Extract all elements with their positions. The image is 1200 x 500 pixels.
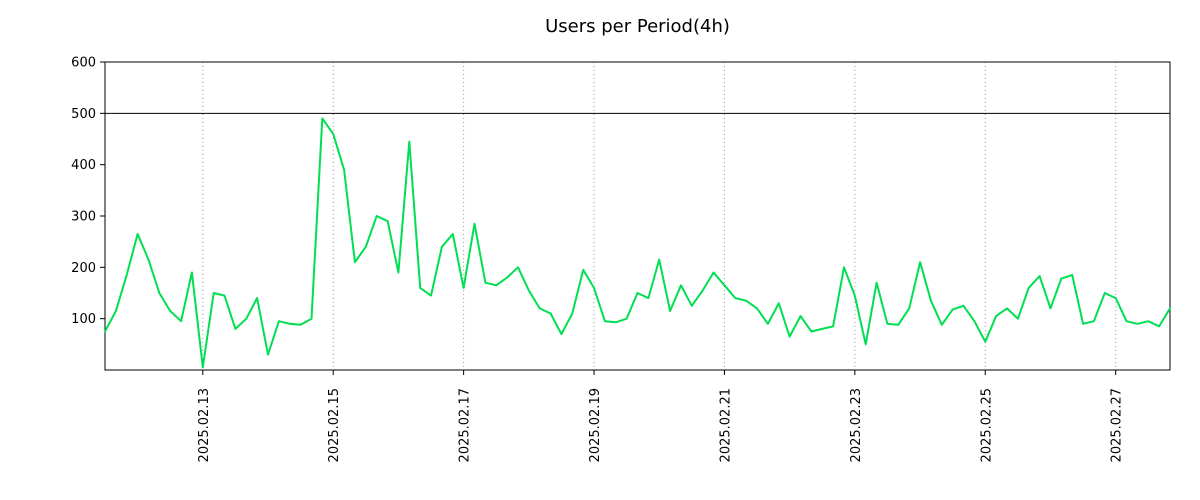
x-tick-label: 2025.02.27 (1110, 388, 1125, 462)
y-tick-label: 300 (71, 210, 96, 225)
x-tick-label: 2025.02.23 (849, 388, 864, 462)
y-tick-label: 200 (71, 261, 96, 276)
x-tick-label: 2025.02.13 (197, 388, 212, 462)
y-tick-label: 600 (71, 56, 96, 71)
chart-title: Users per Period(4h) (545, 16, 730, 37)
y-tick-label: 100 (71, 312, 96, 327)
x-tick-label: 2025.02.19 (588, 388, 603, 462)
series-line-users (104, 117, 1171, 369)
y-tick-label: 400 (71, 158, 96, 173)
plot-frame (104, 61, 1171, 371)
y-tick-label: 500 (71, 107, 96, 122)
x-tick-label: 2025.02.17 (458, 388, 473, 462)
x-tick-label: 2025.02.21 (718, 388, 733, 462)
x-tick-label: 2025.02.25 (979, 388, 994, 462)
x-tick-label: 2025.02.15 (327, 388, 342, 462)
